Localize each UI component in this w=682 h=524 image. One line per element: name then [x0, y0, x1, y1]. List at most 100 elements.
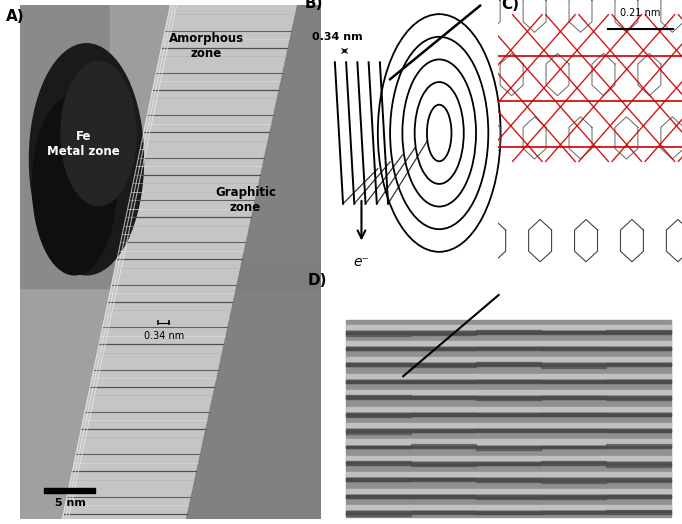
Bar	[346, 511, 670, 514]
Text: e⁻: e⁻	[353, 255, 370, 269]
Bar	[411, 444, 476, 446]
Ellipse shape	[29, 44, 143, 275]
Bar	[346, 423, 670, 427]
Bar	[606, 330, 670, 333]
Bar	[346, 445, 670, 449]
Bar	[541, 511, 606, 514]
Bar	[346, 445, 411, 448]
Bar	[346, 396, 411, 398]
Bar	[346, 407, 670, 411]
Bar	[411, 364, 476, 367]
Bar	[411, 413, 476, 416]
Bar	[541, 365, 606, 368]
Bar	[346, 357, 670, 362]
Bar	[44, 488, 95, 493]
Bar	[541, 429, 606, 431]
Bar	[606, 363, 670, 365]
Bar	[346, 461, 411, 463]
Bar	[476, 330, 541, 333]
Ellipse shape	[33, 95, 117, 275]
Bar	[411, 348, 476, 350]
Bar	[541, 413, 606, 416]
Bar	[346, 495, 670, 498]
Bar	[606, 495, 670, 498]
Text: C): C)	[501, 0, 520, 12]
Bar	[346, 364, 670, 366]
Bar	[346, 478, 411, 481]
Bar	[541, 461, 606, 463]
Bar	[346, 380, 670, 383]
Bar	[606, 398, 670, 400]
Bar	[411, 464, 476, 466]
Bar	[346, 514, 411, 516]
Bar	[476, 429, 541, 431]
Bar	[606, 430, 670, 432]
Bar	[346, 462, 670, 465]
Bar	[346, 333, 411, 335]
Bar	[346, 495, 411, 498]
Bar	[346, 505, 670, 509]
Bar	[541, 347, 606, 350]
Bar	[476, 398, 541, 400]
Bar	[411, 478, 476, 480]
Bar	[346, 363, 411, 366]
Polygon shape	[63, 5, 297, 519]
Bar	[346, 413, 670, 416]
Text: A): A)	[5, 8, 24, 24]
Bar	[411, 510, 476, 513]
Bar	[346, 429, 670, 432]
Bar	[346, 374, 670, 378]
Bar	[541, 496, 606, 499]
Bar	[346, 347, 670, 350]
Bar	[476, 347, 541, 350]
Bar	[476, 463, 541, 465]
Bar	[346, 341, 670, 345]
Bar	[411, 333, 476, 335]
Bar	[346, 380, 411, 383]
Ellipse shape	[61, 62, 136, 205]
Bar	[606, 479, 670, 482]
Polygon shape	[186, 5, 321, 519]
Bar	[346, 396, 670, 399]
Bar	[346, 331, 670, 334]
Text: 0.34 nm: 0.34 nm	[144, 331, 184, 341]
Bar	[346, 431, 411, 433]
Bar	[476, 512, 541, 515]
Bar	[606, 348, 670, 351]
Bar	[346, 320, 670, 517]
Bar	[411, 381, 476, 384]
Bar	[346, 440, 670, 443]
Text: Amorphous
zone: Amorphous zone	[169, 32, 244, 60]
Bar	[476, 479, 541, 482]
Bar	[541, 397, 606, 399]
Bar	[20, 5, 321, 288]
Bar	[541, 381, 606, 384]
Bar	[606, 444, 670, 447]
Bar	[346, 390, 670, 394]
Text: 5 nm: 5 nm	[55, 498, 85, 508]
Bar	[411, 430, 476, 432]
Bar	[606, 464, 670, 467]
Text: D): D)	[308, 273, 327, 288]
Bar	[606, 510, 670, 512]
Bar	[541, 331, 606, 333]
Bar	[476, 362, 541, 365]
Text: 0.21 nm: 0.21 nm	[621, 8, 661, 18]
Bar	[411, 495, 476, 498]
Text: B): B)	[304, 0, 323, 12]
Bar	[476, 447, 541, 450]
Bar	[110, 5, 321, 262]
Bar	[476, 380, 541, 382]
Text: 0.34 nm: 0.34 nm	[312, 32, 363, 42]
Text: Graphitic
zone: Graphitic zone	[215, 187, 276, 214]
Bar	[541, 446, 606, 449]
Bar	[346, 489, 670, 493]
Bar	[476, 413, 541, 416]
Bar	[346, 456, 670, 460]
Bar	[606, 380, 670, 383]
Bar	[476, 497, 541, 499]
Bar	[411, 396, 476, 398]
Bar	[346, 414, 411, 417]
Bar	[541, 481, 606, 483]
Bar	[606, 414, 670, 416]
